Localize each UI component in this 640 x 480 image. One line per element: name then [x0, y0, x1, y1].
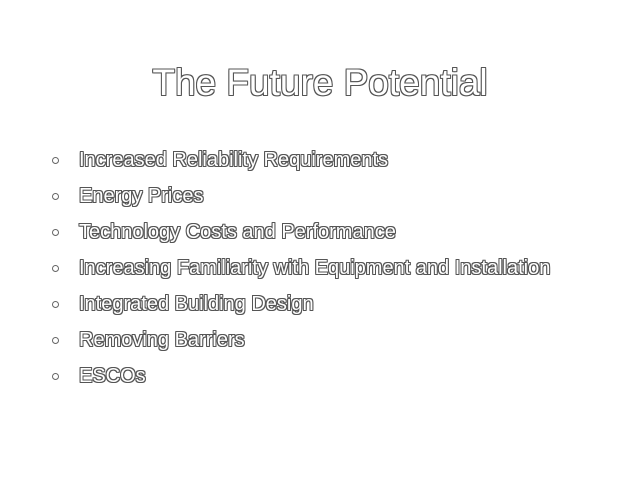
bullet-text: Technology Costs and Performance: [79, 220, 396, 243]
bullet-icon: [52, 300, 59, 308]
bullet-text: Removing Barriers: [79, 328, 245, 351]
bullet-text: Increasing Familiarity with Equipment an…: [79, 256, 551, 279]
bullet-text: Increased Reliability Requirements: [79, 148, 389, 171]
list-item: Technology Costs and Performance: [52, 214, 632, 250]
bullet-icon: [52, 156, 59, 164]
list-item: Increased Reliability Requirements: [52, 142, 632, 178]
bullet-icon: [52, 264, 59, 272]
bullet-list: Increased Reliability Requirements Energ…: [52, 142, 632, 394]
bullet-icon: [52, 228, 59, 236]
bullet-text: Integrated Building Design: [79, 292, 314, 315]
bullet-text: Energy Prices: [79, 184, 204, 207]
list-item: Energy Prices: [52, 178, 632, 214]
list-item: ESCOs: [52, 358, 632, 394]
bullet-icon: [52, 192, 59, 200]
list-item: Integrated Building Design: [52, 286, 632, 322]
bullet-text: ESCOs: [79, 364, 146, 387]
bullet-icon: [52, 336, 59, 344]
list-item: Increasing Familiarity with Equipment an…: [52, 250, 632, 286]
slide-title: The Future Potential: [152, 62, 488, 103]
bullet-icon: [52, 372, 59, 380]
list-item: Removing Barriers: [52, 322, 632, 358]
